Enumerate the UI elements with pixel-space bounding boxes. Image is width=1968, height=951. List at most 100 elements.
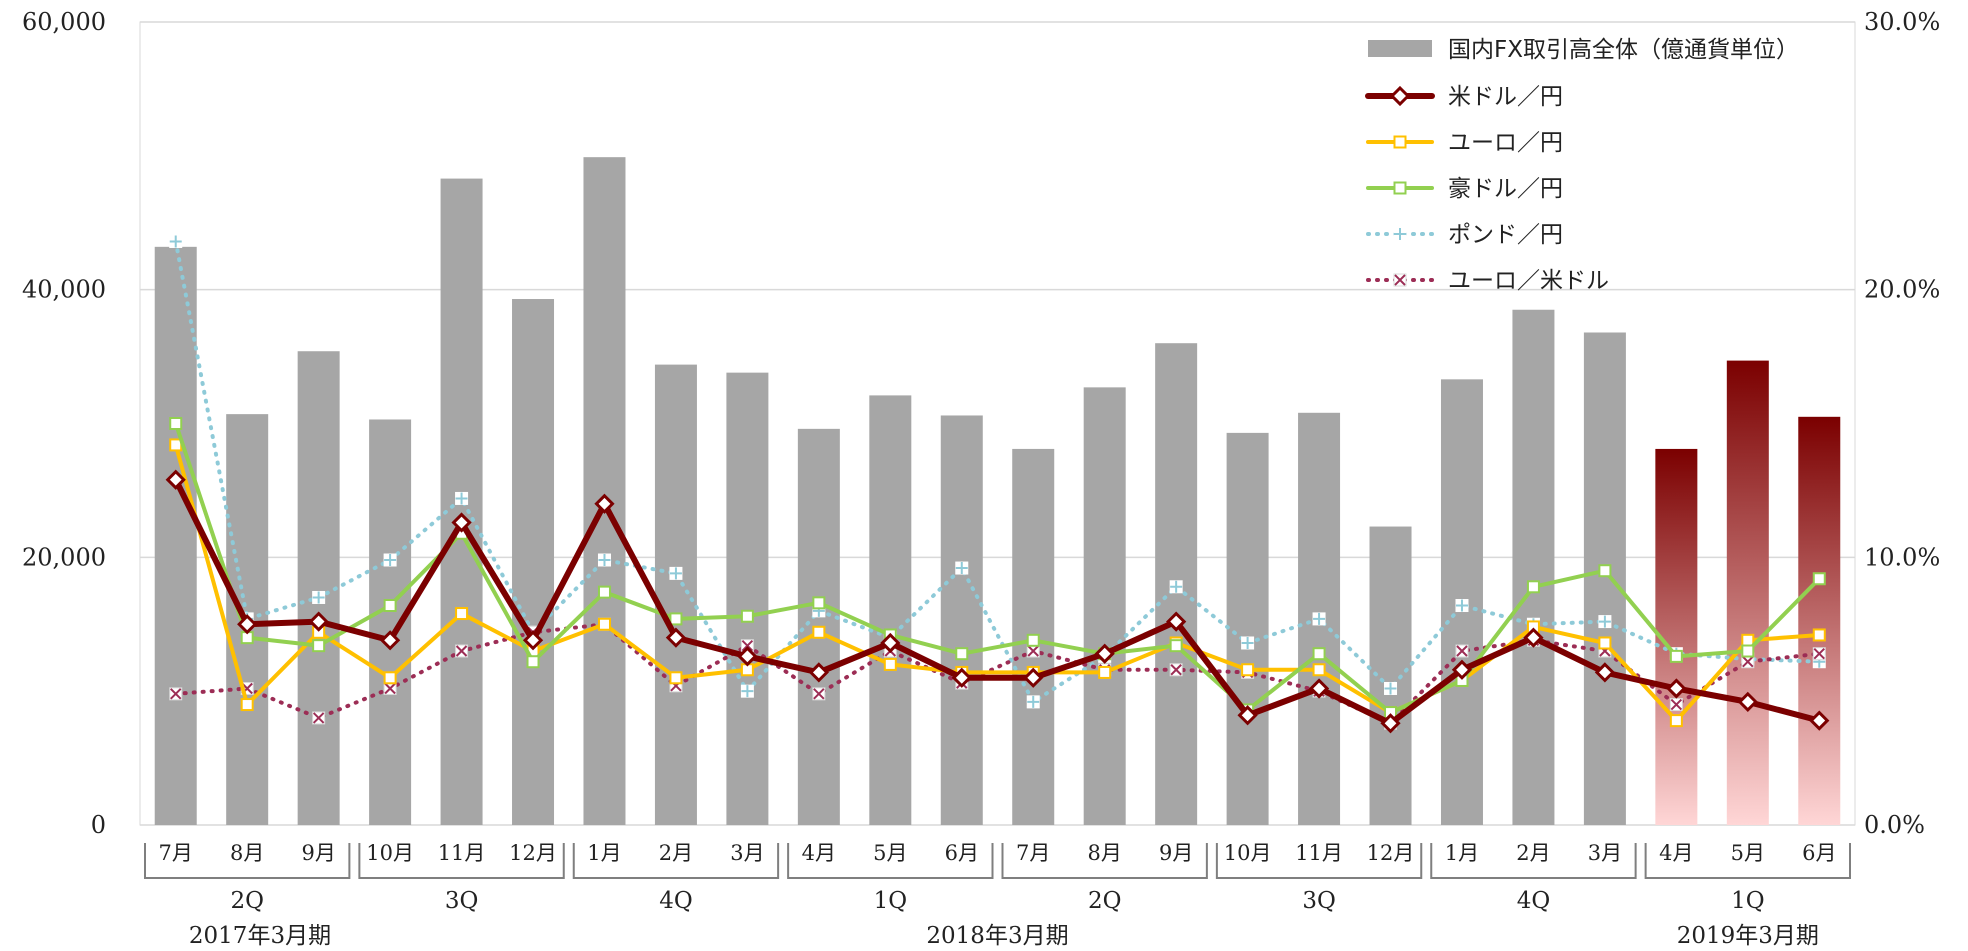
quarter-bracket (1001, 843, 1208, 879)
x-axis: 7月 8月 9月 10月 11月 12月 1月 2月 3月 4月 5月 6月 7月 8月 9月 10月 11月 1… (159, 841, 1837, 865)
x-tick-label: 1月 (587, 841, 621, 865)
marker-square (312, 639, 326, 653)
series-line (173, 421, 1822, 715)
marker-diamond (165, 469, 186, 490)
marker-plus (1027, 695, 1040, 708)
x-tick-label: 12月 (509, 841, 557, 865)
fiscal-year-label: 2018年3月期 (926, 923, 1068, 947)
x-tick-label: 8月 (230, 841, 264, 865)
y-right-tick-label: 30.0% (1864, 8, 1940, 36)
quarter-bracket (1644, 843, 1851, 879)
x-tick-label: 6月 (1802, 841, 1836, 865)
marker-square (597, 585, 611, 599)
y-left-tick-label: 20,000 (22, 543, 106, 571)
quarter-bracket (144, 843, 351, 879)
marker-diamond (665, 627, 687, 648)
marker-diamond (1451, 659, 1473, 680)
marker-square (1526, 580, 1540, 594)
y-left-tick-label: 60,000 (22, 8, 106, 36)
marker-x (1394, 274, 1406, 286)
marker-square (669, 671, 683, 685)
marker-diamond (594, 493, 615, 514)
bar (1512, 309, 1555, 825)
x-tick-label: 3月 (1588, 841, 1622, 865)
x-tick-label: 7月 (159, 841, 193, 865)
legend-label: ポンド／円 (1448, 222, 1563, 248)
marker-x (813, 688, 825, 700)
y-axis-right: 0.0% 10.0% 20.0% 30.0% (1864, 8, 1940, 839)
quarter-groups: 2Q 3Q 4Q 1Q 2Q 3Q 4Q 1Q (144, 843, 1851, 914)
marker-x (1670, 698, 1683, 711)
gridlines (140, 21, 1855, 826)
x-tick-label: 2月 (1516, 841, 1550, 865)
quarter-bracket (787, 843, 994, 879)
x-tick-label: 5月 (1731, 841, 1765, 865)
marker-plus (741, 685, 754, 698)
quarter-label: 1Q (1731, 888, 1765, 914)
marker-square (669, 612, 683, 626)
marker-plus (1598, 615, 1611, 628)
marker-square (597, 617, 611, 631)
y-left-tick-label: 0 (91, 811, 106, 839)
bar (869, 395, 912, 825)
marker-x (1813, 647, 1825, 660)
x-tick-label: 4月 (1659, 841, 1693, 865)
marker-square (1241, 663, 1255, 677)
series-line (173, 239, 1822, 704)
bar (1726, 360, 1769, 825)
bar (1083, 387, 1126, 825)
marker-diamond (1166, 611, 1187, 632)
x-tick-label: 8月 (1088, 841, 1122, 865)
marker-plus (1455, 599, 1468, 612)
quarter-label: 2Q (1088, 888, 1122, 914)
legend-label: 豪ドル／円 (1448, 176, 1563, 202)
marker-diamond (379, 630, 401, 651)
marker-square (1812, 572, 1826, 586)
marker-square (1169, 639, 1183, 653)
quarter-label: 4Q (659, 888, 693, 914)
bar (583, 157, 626, 826)
line-series (165, 234, 1830, 734)
marker-square (883, 657, 897, 671)
series-line (173, 442, 1822, 723)
marker-square (1312, 647, 1326, 661)
bar (940, 415, 983, 825)
legend-label: ユーロ／円 (1448, 130, 1563, 156)
marker-plus (1170, 580, 1183, 593)
series-line (172, 476, 1823, 727)
marker-diamond (451, 512, 472, 533)
marker-square (1393, 135, 1407, 149)
marker-diamond (522, 630, 544, 651)
x-tick-label: 7月 (1016, 841, 1050, 865)
marker-square (383, 671, 397, 685)
marker-square (240, 698, 254, 712)
marker-diamond (1523, 627, 1544, 648)
marker-diamond (737, 646, 758, 667)
series-0 (165, 469, 1830, 734)
x-tick-label: 6月 (945, 841, 979, 865)
quarter-label: 2Q (230, 888, 264, 914)
marker-diamond (1809, 710, 1830, 731)
marker-plus (1313, 612, 1326, 625)
quarter-bracket (1430, 843, 1637, 879)
marker-square (1026, 633, 1040, 647)
marker-diamond (1389, 85, 1411, 107)
marker-square (740, 609, 754, 623)
bar (154, 246, 197, 826)
marker-square (1812, 628, 1826, 642)
x-tick-label: 10月 (1224, 841, 1272, 865)
marker-square (1598, 636, 1612, 650)
marker-plus (955, 562, 968, 575)
legend-label: 国内FX取引高全体（億通貨単位） (1448, 37, 1799, 63)
x-tick-label: 11月 (1295, 841, 1343, 865)
marker-plus (312, 591, 325, 604)
marker-x (384, 682, 396, 695)
x-tick-label: 4月 (802, 841, 836, 865)
marker-plus (1384, 682, 1397, 695)
marker-x (1170, 664, 1182, 676)
y-left-tick-label: 40,000 (22, 276, 106, 304)
legend-swatch-bar (1368, 40, 1432, 57)
bar (1798, 416, 1841, 825)
marker-square (1098, 665, 1112, 679)
marker-plus (1394, 228, 1406, 240)
